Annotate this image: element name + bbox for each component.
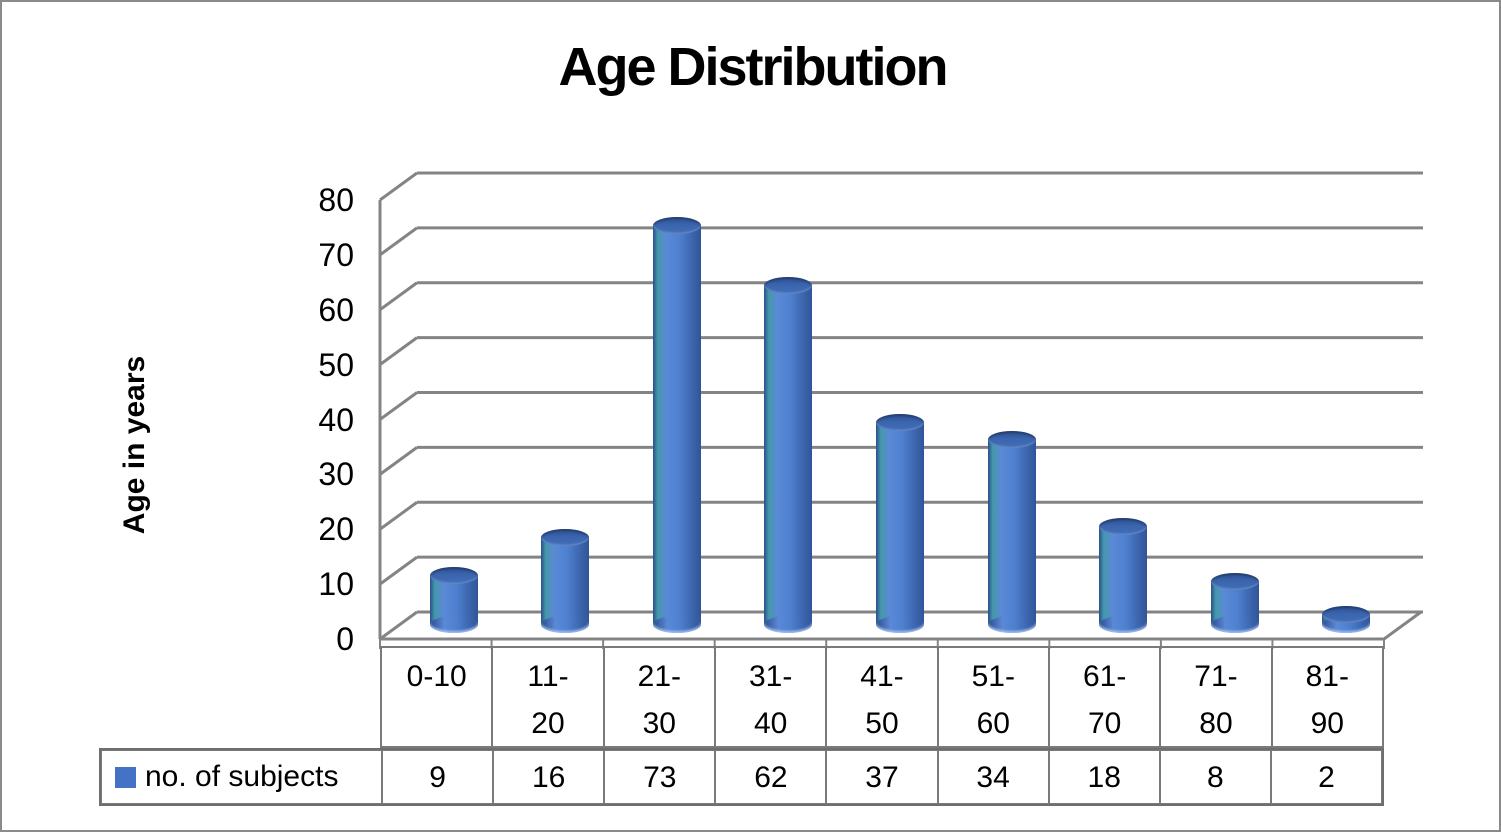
cylinder-top-face: [652, 217, 701, 235]
y-tick-label: 70: [318, 236, 354, 273]
cylinder-body: [987, 439, 1036, 625]
cylinder-top-face: [1322, 605, 1371, 623]
data-table-value-cell-21-30: 73: [604, 750, 716, 804]
cylinder-body: [764, 285, 813, 625]
cylinder-bottom-face: [541, 616, 590, 634]
legend-cell: no. of subjects: [101, 750, 382, 804]
gridline-depth-connector: [379, 391, 418, 421]
cylinder-bottom-face: [1210, 616, 1259, 634]
y-tick-label: 50: [318, 346, 354, 383]
cylinder-bottom-face: [1099, 616, 1148, 634]
bar-cylinder-71-80: [1210, 572, 1259, 634]
bar-cylinder-11-20: [541, 528, 590, 634]
x-category-cell-61-70: 61- 70: [1048, 647, 1161, 747]
cylinder-top-face: [764, 277, 813, 295]
bar-cylinder-61-70: [1099, 518, 1148, 634]
gridline-depth-connector: [379, 501, 418, 531]
cylinder-bottom-face: [876, 616, 924, 634]
y-tick-label: 30: [318, 456, 354, 493]
x-category-cell-71-80: 71- 80: [1160, 647, 1272, 747]
cylinder-top-face: [1210, 572, 1259, 590]
y-tick-label: 0: [336, 621, 354, 657]
cylinder-body: [876, 422, 924, 625]
bar-cylinder-51-60: [987, 430, 1036, 634]
cylinder-top-face: [1099, 518, 1148, 536]
data-table-value-cell-0-10: 9: [382, 750, 494, 804]
gridline-depth-connector: [379, 281, 418, 311]
gridline-depth-connector: [379, 610, 418, 641]
gridline-depth-connector: [379, 555, 418, 586]
data-table-value-cell-61-70: 18: [1048, 750, 1160, 804]
gridline-depth-connector: [379, 336, 418, 366]
gridline-depth-connector: [379, 171, 418, 202]
data-table-value-cell-41-50: 37: [826, 750, 938, 804]
data-table-value-cell-81-90: 2: [1270, 750, 1382, 804]
x-category-cell-81-90: 81- 90: [1271, 647, 1383, 747]
data-table-row: no. of subjects 9 16 73 62 37 34 18 8 2: [99, 748, 1384, 806]
bar-cylinder-0-10: [429, 567, 478, 634]
data-table-value-cell-31-40: 62: [715, 750, 827, 804]
gridline-depth-connector: [379, 446, 418, 476]
cylinder-top-face: [429, 567, 478, 585]
chart-title: Age Distribution: [558, 37, 949, 97]
cylinder-bottom-face: [987, 616, 1036, 634]
x-category-cell-51-60: 51- 60: [937, 647, 1049, 747]
cylinder-top-face: [987, 430, 1036, 448]
cylinder-top-face: [876, 414, 924, 432]
bar-cylinder-31-40: [764, 277, 813, 634]
x-category-cell-41-50: 41- 50: [826, 647, 938, 747]
x-category-cell-0-10: 0-10: [381, 647, 493, 747]
gridline-depth-connector: [379, 226, 418, 257]
x-axis-category-row: 0-10 11- 20 21- 30 31- 40 41- 50 51- 60 61- 70…: [380, 646, 1384, 748]
floor-right-edge: [1383, 610, 1422, 641]
x-category-cell-11-20: 11- 20: [492, 647, 604, 747]
bar-cylinder-21-30: [652, 217, 701, 634]
cylinder-bottom-face: [429, 616, 478, 634]
y-tick-label: 10: [318, 566, 354, 603]
cylinder-top-face: [541, 528, 590, 546]
bar-cylinder-81-90: [1322, 605, 1371, 634]
y-tick-label: 40: [318, 401, 354, 438]
series-color-swatch: [115, 766, 136, 788]
data-table-value-cell-71-80: 8: [1159, 750, 1271, 804]
cylinder-body: [541, 537, 590, 625]
data-table-value-cell-11-20: 16: [493, 750, 605, 804]
cylinder-body: [1099, 526, 1148, 625]
y-tick-label: 60: [318, 291, 354, 328]
x-category-cell-31-40: 31- 40: [714, 647, 827, 747]
cylinder-body: [652, 225, 701, 625]
series-name-label: no. of subjects: [145, 760, 339, 793]
y-tick-label: 20: [318, 511, 354, 548]
y-tick-label: 80: [318, 182, 354, 218]
x-category-cell-21-30: 21- 30: [603, 647, 715, 747]
bar-cylinder-41-50: [876, 414, 924, 634]
cylinder-bottom-face: [652, 616, 701, 634]
data-table-value-cell-51-60: 34: [937, 750, 1049, 804]
cylinder-bottom-face: [764, 616, 813, 634]
